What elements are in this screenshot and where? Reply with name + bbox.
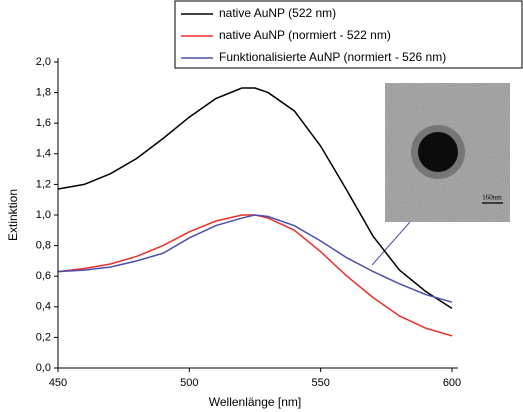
- y-tick-label: 2,0: [36, 56, 51, 68]
- legend-label: Funktionalisierte AuNP (normiert - 526 n…: [219, 50, 446, 64]
- y-tick-label: 0,6: [36, 270, 51, 282]
- inset-image: 160nm: [385, 83, 510, 222]
- x-tick-label: 500: [180, 377, 198, 389]
- legend-label: native AuNP (normiert - 522 nm): [219, 28, 391, 42]
- inset-pointer: [371, 221, 411, 266]
- y-tick-label: 1,8: [36, 87, 51, 99]
- series-line: [57, 214, 453, 337]
- y-tick-label: 0,0: [36, 362, 51, 374]
- inset-label: 160nm: [482, 194, 502, 202]
- x-axis-label: Wellenlänge [nm]: [209, 395, 302, 409]
- legend-box: [174, 0, 523, 69]
- x-tick-label: 550: [311, 377, 329, 389]
- x-tick-label: 600: [443, 377, 461, 389]
- y-tick-label: 1,6: [36, 117, 51, 129]
- y-tick-label: 1,0: [36, 209, 51, 221]
- series-line: [57, 87, 453, 309]
- y-tick-label: 0,2: [36, 331, 51, 343]
- y-tick-label: 1,4: [36, 148, 51, 160]
- x-tick-label: 450: [49, 377, 67, 389]
- y-tick-label: 1,2: [36, 178, 51, 190]
- series-line: [57, 214, 453, 303]
- y-tick-label: 0,8: [36, 240, 51, 252]
- y-axis-label: Extinktion: [6, 189, 20, 241]
- y-tick-label: 0,4: [36, 301, 51, 313]
- legend-label: native AuNP (522 nm): [219, 6, 336, 20]
